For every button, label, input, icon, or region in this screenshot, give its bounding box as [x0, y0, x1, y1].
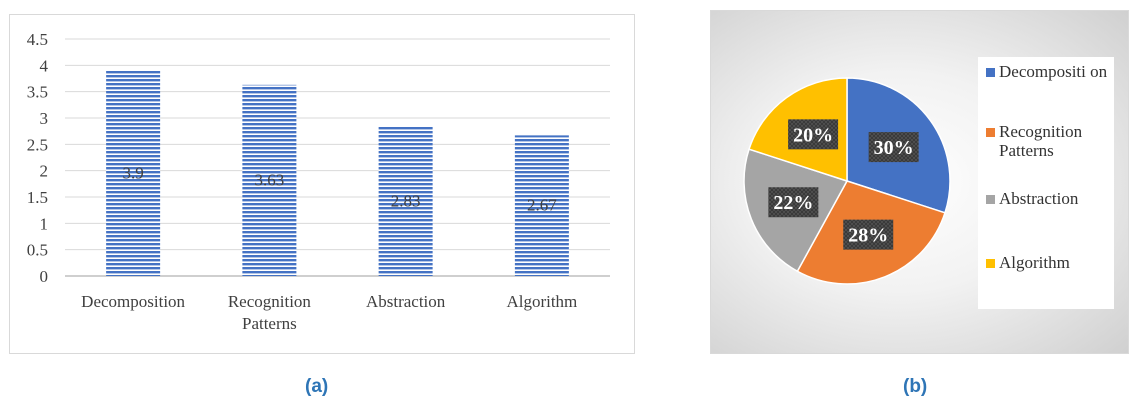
y-tick-label: 4.5 [27, 30, 48, 49]
x-tick-label: Recognition [228, 292, 312, 311]
panel-label-b: (b) [903, 376, 927, 398]
y-tick-label: 2 [40, 162, 49, 181]
legend-label: Decompositi on [999, 62, 1109, 81]
bar-data-label: 3.63 [255, 170, 285, 189]
y-tick-label: 4 [40, 56, 49, 75]
y-tick-label: 0.5 [27, 241, 48, 260]
pie-chart-panel: 30% 28% 22% 20% Decompositi on Recognition … [710, 10, 1129, 354]
pie-data-label: 30% [874, 137, 914, 159]
y-tick-label: 3 [40, 109, 49, 128]
x-tick-label: Patterns [242, 314, 297, 333]
legend-label: Algorithm [999, 253, 1109, 272]
legend-label: Abstraction [999, 189, 1109, 208]
panel-label-a: (a) [305, 376, 328, 398]
bar-data-label: 3.9 [123, 163, 144, 182]
y-tick-label: 0 [40, 267, 49, 286]
bar-chart-panel: 0 0.5 1 1.5 2 2.5 3 3.5 4 4.5 3.9 Decomposition 3.63… [9, 14, 635, 354]
legend-swatch-decomposition [986, 68, 995, 77]
y-tick-label: 3.5 [27, 83, 48, 102]
bar-data-label: 2.67 [527, 196, 557, 215]
y-tick-label: 2.5 [27, 135, 48, 154]
legend-swatch-abstraction [986, 195, 995, 204]
bar-data-label: 2.83 [391, 191, 421, 210]
bar-chart: 0 0.5 1 1.5 2 2.5 3 3.5 4 4.5 3.9 Decomposition 3.63… [10, 15, 634, 353]
y-tick-label: 1 [40, 214, 49, 233]
legend-label: Recognition Patterns [999, 122, 1109, 160]
pie-data-label: 22% [773, 192, 813, 214]
x-tick-label: Abstraction [366, 292, 446, 311]
x-tick-label: Decomposition [81, 292, 185, 311]
x-tick-label: Algorithm [506, 292, 577, 311]
y-tick-label: 1.5 [27, 188, 48, 207]
legend-swatch-algorithm [986, 259, 995, 268]
pie-legend: Decompositi on Recognition Patterns Abst… [978, 57, 1114, 309]
legend-swatch-recognition-patterns [986, 128, 995, 137]
pie-data-label: 20% [793, 124, 833, 146]
pie-data-label: 28% [848, 225, 888, 247]
